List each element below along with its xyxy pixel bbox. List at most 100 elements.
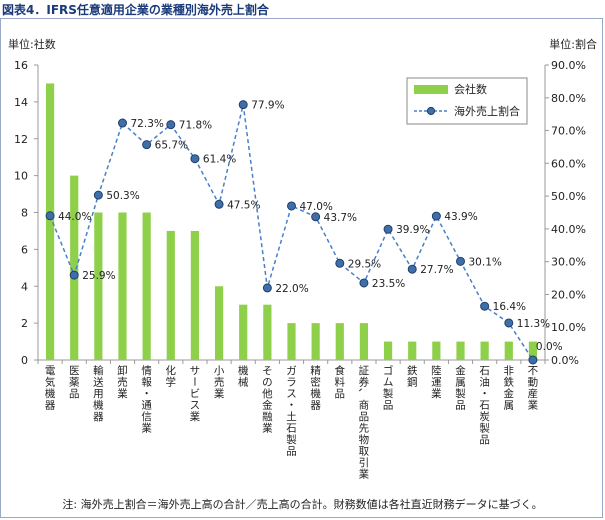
data-label: 47.5% xyxy=(227,199,260,211)
data-label: 43.7% xyxy=(324,212,357,224)
category-label-char: 業 xyxy=(141,422,152,435)
category-label-char: 鋼 xyxy=(407,376,418,389)
bar xyxy=(190,230,200,360)
category-label-char: 気 xyxy=(45,376,56,389)
data-label: 11.3% xyxy=(517,318,550,330)
category-label: 情報・通信業 xyxy=(141,364,152,435)
chart-frame xyxy=(0,18,603,518)
figure-title: 図表4．IFRS任意適用企業の業種別海外売上割合 xyxy=(2,3,269,17)
line-point xyxy=(262,283,272,293)
bar-series xyxy=(45,83,538,360)
line-point xyxy=(528,355,538,365)
category-label-char: 属 xyxy=(455,377,466,389)
bar xyxy=(142,212,151,360)
category-label-char: 品 xyxy=(479,434,490,446)
y-left-axis-title: 単位:社数 xyxy=(8,37,56,51)
line-point xyxy=(311,212,321,222)
bar xyxy=(263,304,272,360)
category-label-char: 器 xyxy=(45,400,56,412)
line-point xyxy=(359,278,369,288)
category-label: 機械 xyxy=(238,364,249,389)
category-label-char: 器 xyxy=(310,400,321,412)
data-label: 22.0% xyxy=(275,283,308,295)
category-label-char: 化 xyxy=(166,364,177,377)
category-label-char: 不 xyxy=(528,365,539,377)
line-point xyxy=(214,199,224,209)
category-label-char: ・ xyxy=(141,388,152,400)
data-label: 25.9% xyxy=(82,270,115,282)
category-label-char: ム xyxy=(383,377,394,389)
bar xyxy=(239,304,248,360)
data-label: 39.9% xyxy=(396,224,429,236)
category-label-char: 通 xyxy=(141,400,152,412)
y-right-tick-label: 40.0% xyxy=(551,223,586,236)
category-label-char: 報 xyxy=(141,377,152,389)
category-label-char: 業 xyxy=(431,387,442,400)
category-label-char: 石 xyxy=(479,365,490,377)
line-point xyxy=(504,318,514,328)
category-label-char: 鉄 xyxy=(407,364,418,377)
category-label-char: 信 xyxy=(141,411,152,423)
category-label-char: 輸 xyxy=(93,364,104,377)
category-label-char: ラ xyxy=(286,377,297,389)
data-label: 43.9% xyxy=(444,211,477,223)
category-label-char: 品 xyxy=(383,400,394,412)
category-label-char: 動 xyxy=(528,376,539,389)
y-left-tick-label: 0 xyxy=(21,354,28,367)
category-label-char: 機 xyxy=(45,387,56,400)
y-left-tick-label: 6 xyxy=(21,243,28,256)
category-label-char: 械 xyxy=(238,376,249,389)
category-label-char: 小 xyxy=(214,365,225,377)
category-label-char: 密 xyxy=(310,376,321,389)
legend-line-marker xyxy=(426,106,436,116)
category-label-char: 卸 xyxy=(117,364,128,377)
bar xyxy=(287,323,296,360)
category-label-char: 機 xyxy=(238,364,249,377)
category-label-char: 石 xyxy=(286,423,297,435)
y-left-tick-label: 14 xyxy=(14,96,28,109)
bar xyxy=(456,341,465,360)
y-left-tick-label: 12 xyxy=(14,133,28,146)
category-label-char: 製 xyxy=(455,387,466,400)
y-right-tick-label: 20.0% xyxy=(551,288,586,301)
category-label-char: 業 xyxy=(214,387,225,400)
category-label-char: 鉄 xyxy=(504,376,515,389)
category-label-char: 、 xyxy=(357,388,369,399)
category-label-char: 料 xyxy=(335,376,346,389)
category-label-char: ガ xyxy=(286,365,297,377)
category-label-char: 製 xyxy=(479,422,490,435)
category-label-char: 品 xyxy=(359,411,370,423)
category-label-char: 券 xyxy=(359,376,370,389)
y-right-tick-label: 0.0% xyxy=(551,354,579,367)
category-label-char: 品 xyxy=(455,400,466,412)
bar xyxy=(118,212,127,360)
line-point xyxy=(335,258,345,268)
data-label: 29.5% xyxy=(348,258,381,270)
legend: 会社数 海外売上割合 xyxy=(406,77,528,125)
line-point xyxy=(93,190,103,200)
legend-line-label: 海外売上割合 xyxy=(454,104,520,118)
category-label: 小売業 xyxy=(214,365,225,400)
line-point xyxy=(480,301,490,311)
category-label-char: 商 xyxy=(359,399,370,412)
line-point xyxy=(142,140,152,150)
category-label: 医薬品 xyxy=(69,365,80,400)
data-label: 72.3% xyxy=(131,118,164,130)
footnote: 注: 海外売上割合＝海外売上高の合計／売上高の合計。財務数値は各社直近財務データ… xyxy=(62,498,543,511)
data-label: 0.0% xyxy=(536,341,563,353)
category-label-char: 食 xyxy=(335,364,346,377)
line-point xyxy=(190,154,200,164)
category-label-char: 医 xyxy=(69,365,80,377)
category-label-char: 金 xyxy=(504,387,515,400)
category-label-char: 先 xyxy=(359,423,370,435)
bar xyxy=(528,341,538,360)
y-left-tick-label: 10 xyxy=(14,170,28,183)
y-right-tick-label: 70.0% xyxy=(551,125,586,138)
line-point xyxy=(238,100,248,110)
